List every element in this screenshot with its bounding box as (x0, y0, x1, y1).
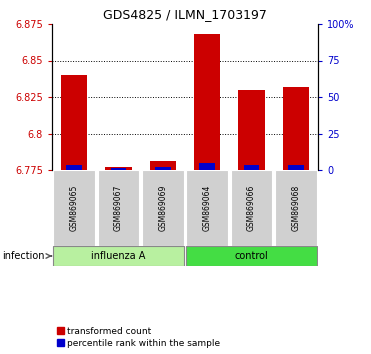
Text: GSM869069: GSM869069 (158, 185, 167, 231)
Bar (186, 170, 228, 246)
Title: GDS4825 / ILMN_1703197: GDS4825 / ILMN_1703197 (103, 8, 267, 22)
Bar (275, 170, 317, 246)
Bar (98, 170, 139, 246)
Bar (231, 170, 272, 246)
Bar (194, 34, 220, 170)
Bar (111, 168, 126, 170)
Text: infection: infection (2, 251, 45, 261)
Text: GSM869068: GSM869068 (291, 185, 301, 231)
Text: control: control (234, 251, 268, 261)
Bar (244, 165, 259, 170)
Bar (66, 165, 82, 170)
Bar (142, 170, 184, 246)
Bar (186, 246, 317, 266)
Bar (283, 87, 309, 170)
Bar (61, 75, 88, 170)
Text: influenza A: influenza A (91, 251, 146, 261)
Text: GSM869065: GSM869065 (70, 185, 79, 231)
Text: GSM869064: GSM869064 (203, 185, 212, 231)
Text: GSM869067: GSM869067 (114, 185, 123, 231)
Legend: transformed count, percentile rank within the sample: transformed count, percentile rank withi… (56, 327, 220, 348)
Bar (53, 170, 95, 246)
Bar (238, 90, 265, 170)
Bar (288, 165, 303, 170)
Bar (53, 246, 184, 266)
Bar (199, 164, 215, 170)
Bar (155, 167, 171, 170)
Bar (150, 161, 176, 170)
Bar (105, 167, 132, 170)
Text: GSM869066: GSM869066 (247, 185, 256, 231)
